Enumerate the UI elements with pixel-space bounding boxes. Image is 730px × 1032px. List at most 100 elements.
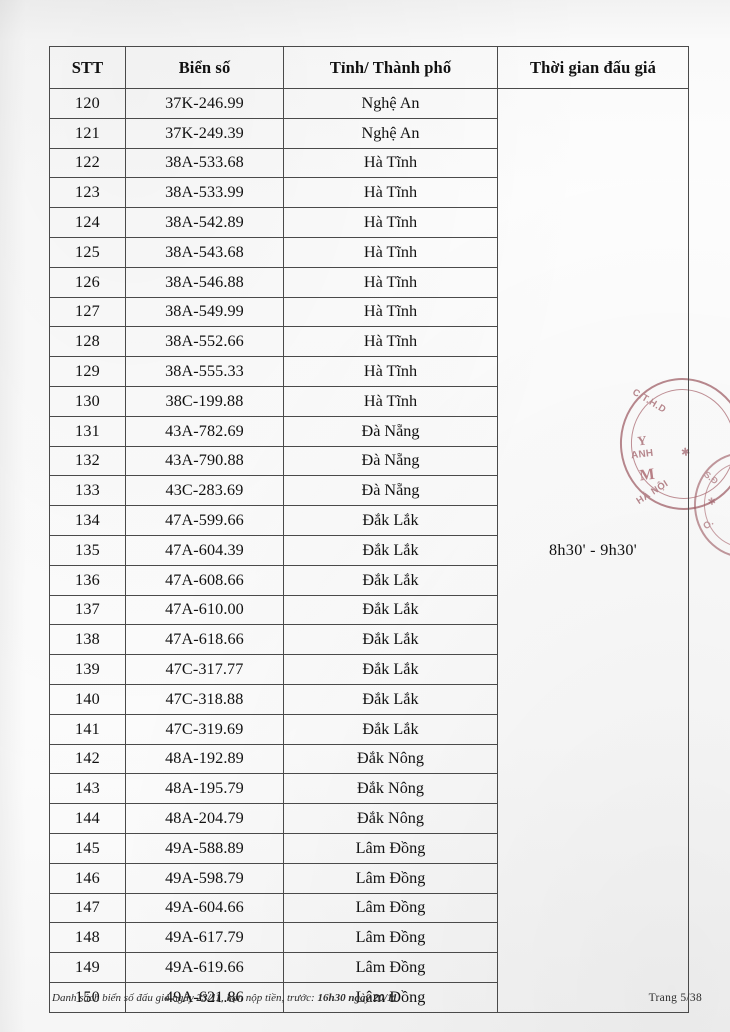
- cell-stt: 132: [49, 445, 126, 477]
- cell-province: Hà Tĩnh: [283, 177, 498, 209]
- cell-stt: 121: [49, 117, 126, 149]
- cell-plate-number: 49A-617.79: [125, 922, 284, 954]
- table-row: 123 38A-533.99 Hà Tĩnh: [49, 177, 689, 209]
- cell-plate-number: 47A-610.00: [125, 594, 284, 626]
- table-row: 135 47A-604.39 Đắk Lắk: [49, 534, 689, 566]
- cell-stt: 148: [49, 922, 126, 954]
- cell-plate-number: 38A-546.88: [125, 266, 284, 298]
- cell-plate-number: 38A-552.66: [125, 326, 284, 358]
- footer-note-prefix: Danh sách biển số đấu giá ngày: [52, 992, 197, 1004]
- cell-province: Đắk Nông: [283, 803, 498, 834]
- cell-plate-number: 47A-604.39: [125, 534, 284, 566]
- cell-plate-number: 37K-246.99: [125, 88, 284, 119]
- cell-stt: 150: [49, 981, 126, 1013]
- stamp-inner-ring: [700, 458, 730, 552]
- cell-province: Lâm Đồng: [283, 892, 498, 924]
- footer-page-number: Trang 5/38: [648, 992, 702, 1004]
- cell-stt: 124: [49, 207, 126, 238]
- footer-note-middle: , hạn nộp tiền, trước:: [220, 992, 318, 1004]
- cell-province: Hà Tĩnh: [283, 207, 498, 238]
- cell-province: Hà Tĩnh: [283, 266, 498, 298]
- table-row: 137 47A-610.00 Đắk Lắk: [49, 594, 689, 626]
- table-row: 130 38C-199.88 Hà Tĩnh: [49, 385, 689, 417]
- cell-stt: 133: [49, 475, 126, 507]
- table-row: 125 38A-543.68 Hà Tĩnh: [49, 236, 689, 268]
- page-footer: Danh sách biển số đấu giá ngày 23/11, hạ…: [52, 992, 702, 1004]
- cell-stt: 122: [49, 147, 126, 179]
- cell-plate-number: 43A-782.69: [125, 415, 284, 447]
- cell-stt: 138: [49, 624, 126, 656]
- cell-province: Lâm Đồng: [283, 922, 498, 954]
- column-header-stt: STT: [49, 46, 126, 89]
- cell-province: Đà Nẵng: [283, 415, 498, 447]
- cell-plate-number: 38A-542.89: [125, 207, 284, 238]
- table-body: 120 37K-246.99 Nghệ An 8h30' - 9h30' 121 37K-…: [49, 88, 689, 1013]
- cell-plate-number: 49A-598.79: [125, 862, 284, 894]
- footer-note-deadline: 16h30 ngày 20/11: [317, 992, 398, 1004]
- cell-province: Đắk Lắk: [283, 683, 498, 715]
- cell-province: Đắk Lắk: [283, 654, 498, 685]
- cell-plate-number: 38A-555.33: [125, 356, 284, 387]
- cell-province: Nghệ An: [283, 117, 498, 149]
- cell-stt: 149: [49, 952, 126, 983]
- cell-stt: 139: [49, 654, 126, 685]
- cell-plate-number: 47A-608.66: [125, 564, 284, 596]
- cell-stt: 130: [49, 385, 126, 417]
- cell-province: Lâm Đồng: [283, 832, 498, 864]
- cell-stt: 144: [49, 803, 126, 834]
- cell-plate-number: 48A-192.89: [125, 743, 284, 775]
- column-header-time: Thời gian đấu giá: [497, 46, 689, 89]
- table-row: 148 49A-617.79 Lâm Đồng: [49, 922, 689, 954]
- table-row: 122 38A-533.68 Hà Tĩnh: [49, 147, 689, 179]
- cell-plate-number: 47A-599.66: [125, 505, 284, 536]
- cell-plate-number: 38A-543.68: [125, 236, 284, 268]
- cell-plate-number: 38A-533.68: [125, 147, 284, 179]
- stamp-arc-text: S.Đ: [702, 469, 721, 487]
- auction-table: STT Biển số Tỉnh/ Thành phố Thời gian đấ…: [49, 46, 689, 1013]
- table-header-row: STT Biển số Tỉnh/ Thành phố Thời gian đấ…: [49, 46, 689, 89]
- table-row: 147 49A-604.66 Lâm Đồng: [49, 892, 689, 924]
- cell-province: Hà Tĩnh: [283, 356, 498, 387]
- cell-stt: 127: [49, 296, 126, 328]
- cell-plate-number: 37K-249.39: [125, 117, 284, 149]
- table-row: 146 49A-598.79 Lâm Đồng: [49, 862, 689, 894]
- table-row: 144 48A-204.79 Đắk Nông: [49, 803, 689, 834]
- cell-plate-number: 43C-283.69: [125, 475, 284, 507]
- table-row: 127 38A-549.99 Hà Tĩnh: [49, 296, 689, 328]
- cell-plate-number: 47C-318.88: [125, 683, 284, 715]
- cell-province: Đắk Nông: [283, 773, 498, 805]
- footer-note-date: 23/11: [196, 992, 221, 1004]
- cell-province: Đắk Lắk: [283, 594, 498, 626]
- cell-province: Lâm Đồng: [283, 862, 498, 894]
- cell-stt: 120: [49, 88, 126, 119]
- cell-plate-number: 43A-790.88: [125, 445, 284, 477]
- cell-stt: 129: [49, 356, 126, 387]
- cell-province: Hà Tĩnh: [283, 236, 498, 268]
- cell-stt: 143: [49, 773, 126, 805]
- cell-province: Lâm Đồng: [283, 952, 498, 983]
- cell-province: Đắk Lắk: [283, 624, 498, 656]
- table-row: 149 49A-619.66 Lâm Đồng: [49, 952, 689, 983]
- table-row: 131 43A-782.69 Đà Nẵng: [49, 415, 689, 447]
- cell-province: Lâm Đồng: [283, 981, 498, 1013]
- cell-stt: 123: [49, 177, 126, 209]
- cell-plate-number: 38A-533.99: [125, 177, 284, 209]
- table-header: STT Biển số Tỉnh/ Thành phố Thời gian đấ…: [49, 46, 689, 89]
- cell-province: Nghệ An: [283, 88, 498, 119]
- column-header-province: Tỉnh/ Thành phố: [283, 46, 498, 89]
- cell-stt: 125: [49, 236, 126, 268]
- table-row: 121 37K-249.39 Nghệ An: [49, 117, 689, 149]
- cell-province: Hà Tĩnh: [283, 326, 498, 358]
- table-row: 139 47C-317.77 Đắk Lắk: [49, 654, 689, 685]
- cell-stt: 126: [49, 266, 126, 298]
- cell-plate-number: 49A-619.66: [125, 952, 284, 983]
- stamp-letter-o: O.: [701, 517, 716, 533]
- cell-stt: 136: [49, 564, 126, 596]
- table-row: 128 38A-552.66 Hà Tĩnh: [49, 326, 689, 358]
- cell-plate-number: 47C-317.77: [125, 654, 284, 685]
- cell-plate-number: 49A-621.86: [125, 981, 284, 1013]
- cell-stt: 141: [49, 713, 126, 745]
- cell-province: Đắk Lắk: [283, 713, 498, 745]
- cell-stt: 137: [49, 594, 126, 626]
